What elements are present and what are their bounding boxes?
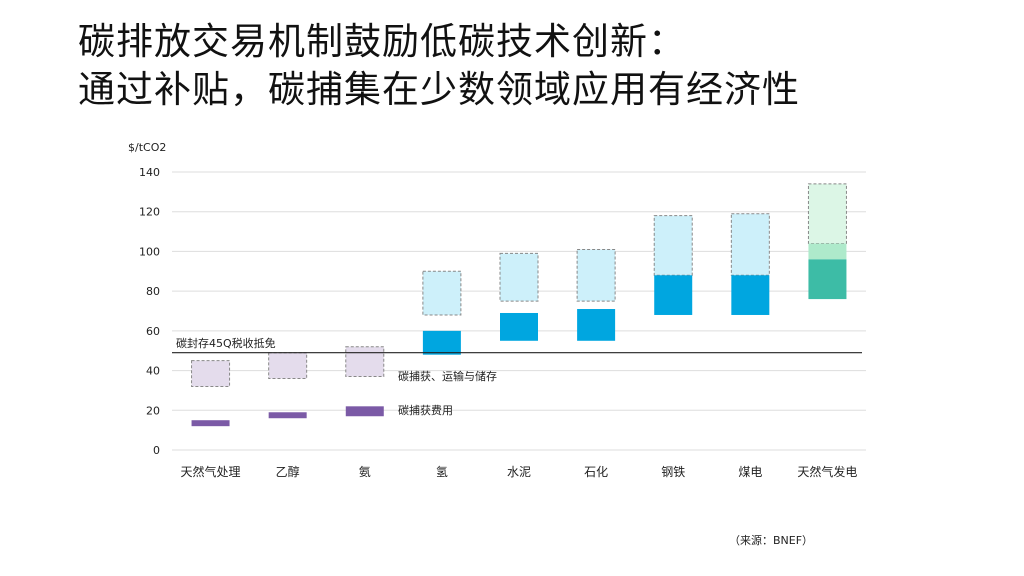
x-tick-label: 钢铁 (661, 465, 685, 479)
bar-range (422, 270, 462, 316)
bar-segment (422, 330, 461, 355)
y-tick-label: 140 (139, 166, 160, 179)
x-tick-label: 天然气发电 (797, 464, 857, 479)
bar-segment (345, 406, 384, 417)
x-tick-label: 氢 (436, 464, 448, 479)
bar-segment (268, 412, 307, 419)
y-tick-label: 0 (153, 444, 160, 457)
annotation-capture-cost: 碳捕获费用 (398, 403, 453, 417)
threshold-label: 碳封存45Q税收抵免 (176, 336, 276, 350)
source-note: （来源：BNEF） (729, 534, 814, 547)
bars (191, 183, 847, 427)
y-tick-label: 20 (146, 404, 160, 417)
x-tick-label: 煤电 (738, 465, 762, 479)
page-title: 碳排放交易机制鼓励低碳技术创新： 通过补贴，碳捕集在少数领域应用有经济性 (78, 18, 800, 114)
bar-range (499, 252, 539, 302)
bar-segment (577, 309, 616, 341)
y-tick-label: 80 (146, 285, 160, 298)
y-tick-label: 100 (139, 245, 160, 258)
bar-range (268, 352, 308, 380)
y-tick-label: 60 (146, 325, 160, 338)
x-tick-label: 天然气处理 (181, 464, 241, 479)
bar-range (807, 183, 847, 244)
title-line-2: 通过补贴，碳捕集在少数领域应用有经济性 (78, 68, 800, 111)
bar-range (653, 215, 693, 276)
x-tick-label: 乙醇 (276, 464, 300, 479)
bar-segment (808, 259, 847, 300)
bar-range (345, 346, 385, 378)
y-tick-label: 120 (139, 206, 160, 219)
bar-segment (808, 243, 847, 260)
x-axis-ticks: 天然气处理 乙醇 氨 氢 水泥 石化 钢铁 煤电 天然气发电 (181, 464, 858, 479)
x-tick-label: 水泥 (507, 465, 531, 479)
bar-segment (191, 420, 230, 427)
bar-segment (731, 275, 770, 315)
title-line-1: 碳排放交易机制鼓励低碳技术创新： (78, 20, 686, 63)
y-axis-label: $/tCO2 (128, 141, 166, 154)
y-axis-ticks: 0 20 40 60 80 100 120 140 (139, 166, 160, 457)
y-tick-label: 40 (146, 365, 160, 378)
annotation-capture-transport-storage: 碳捕获、运输与储存 (398, 369, 497, 383)
bar-range (191, 360, 231, 387)
bar-range (576, 248, 616, 302)
x-tick-label: 氨 (359, 465, 371, 479)
bar-segment (500, 312, 538, 341)
bar-segment (654, 275, 693, 315)
bar-range (730, 213, 770, 276)
grid-lines (172, 171, 866, 451)
x-tick-label: 石化 (584, 465, 608, 479)
